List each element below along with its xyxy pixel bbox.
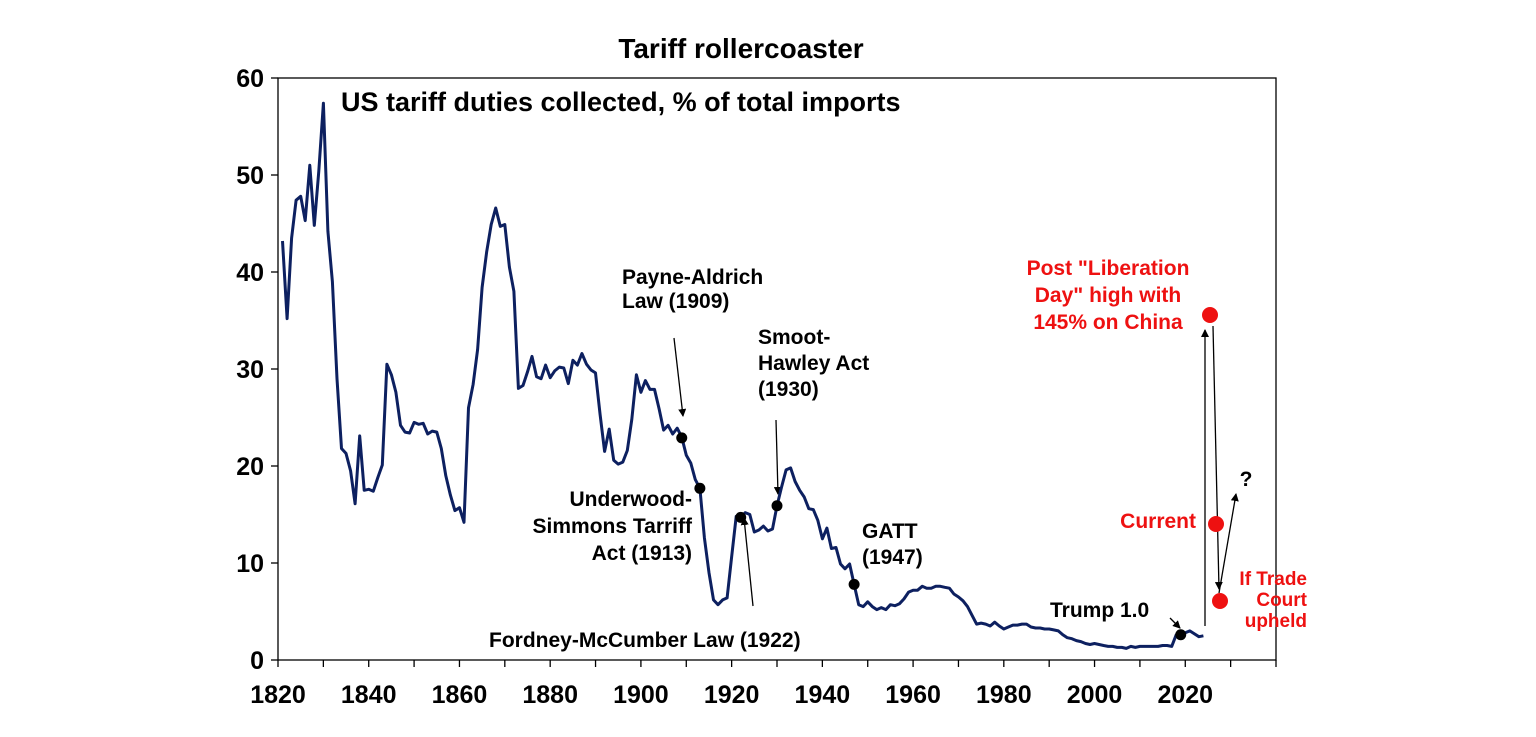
scenario-label: Current	[1120, 510, 1196, 533]
event-dot	[676, 432, 688, 444]
x-tick-label: 1960	[885, 681, 941, 709]
event-arrow	[673, 337, 687, 417]
event-dot	[848, 578, 860, 590]
x-tick-label: 1900	[613, 681, 669, 709]
event-dot	[735, 511, 747, 523]
x-tick-label: 1980	[976, 681, 1032, 709]
chart-subtitle: US tariff duties collected, % of total i…	[341, 87, 901, 117]
marks	[676, 307, 1228, 641]
scenario-dot	[1212, 593, 1228, 609]
x-tick-label: 1860	[432, 681, 488, 709]
y-tick-label: 50	[236, 162, 264, 190]
scenario-label: If Trade Court upheld	[1239, 569, 1307, 632]
x-tick-label: 1820	[250, 681, 306, 709]
y-tick-label: 20	[236, 453, 264, 481]
scenario-arrow	[1212, 325, 1223, 590]
x-tick-label: 2000	[1067, 681, 1123, 709]
event-label: GATT (1947)	[862, 520, 923, 569]
x-tick-label: 1840	[341, 681, 397, 709]
scenario-label: Post "Liberation Day" high with 145% on Ch…	[1027, 257, 1190, 334]
series-line	[281, 101, 1204, 650]
event-label: Trump 1.0	[1050, 599, 1149, 622]
event-label: Underwood-Simmons Tarriff Act (1913)	[533, 488, 693, 565]
event-label: Smoot-Hawley Act (1930)	[758, 326, 869, 401]
event-arrow	[740, 517, 754, 607]
x-tick-label: 2020	[1157, 681, 1213, 709]
event-dot	[694, 482, 706, 494]
y-tick-label: 0	[250, 647, 264, 675]
event-dot	[1175, 629, 1187, 641]
y-tick-label: 60	[236, 65, 264, 93]
event-arrow	[773, 419, 782, 495]
event-arrow	[1169, 617, 1181, 629]
x-tick-label: 1940	[795, 681, 851, 709]
y-tick-label: 30	[236, 356, 264, 384]
event-label: Fordney-McCumber Law (1922)	[489, 629, 801, 652]
event-dot	[771, 500, 783, 512]
x-tick-label: 1880	[522, 681, 578, 709]
x-tick-label: 1920	[704, 681, 760, 709]
axes: 0 10 20 30 40 50 60 1820 1840 1860 1880 1900 1920 194…	[236, 65, 1277, 709]
chart-title: Tariff rollercoaster	[618, 33, 863, 64]
annotations: Payne-Aldrich Law (1909) Underwood-Simmons…	[489, 257, 1308, 652]
scenario-dot	[1208, 516, 1224, 532]
event-label: Payne-Aldrich Law (1909)	[622, 266, 763, 313]
y-tick-label: 40	[236, 259, 264, 287]
y-tick-label: 10	[236, 550, 264, 578]
scenario-dot	[1202, 307, 1218, 323]
scenario-arrow	[1218, 493, 1239, 594]
question-mark: ?	[1240, 468, 1253, 491]
